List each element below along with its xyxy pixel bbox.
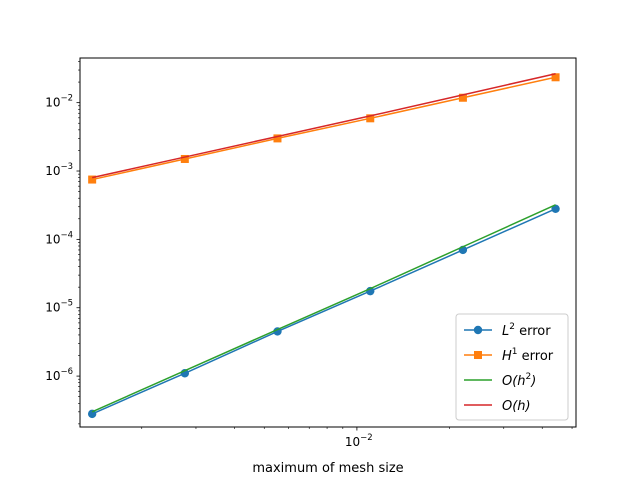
legend: L2 error H1 error O(h2) O(h) bbox=[455, 313, 569, 421]
legend-item: O(h) bbox=[464, 399, 531, 414]
series-1 bbox=[88, 73, 560, 184]
x-tick-label: 10−2 bbox=[345, 433, 373, 449]
data-point bbox=[551, 204, 560, 214]
legend-swatch-marker bbox=[474, 351, 482, 359]
data-point bbox=[88, 175, 97, 184]
x-axis-label: maximum of mesh size bbox=[252, 461, 403, 476]
legend-label: O(h2) bbox=[502, 372, 536, 389]
legend-label: L2 error bbox=[502, 322, 551, 339]
series-line bbox=[91, 204, 556, 413]
y-tick-label: 10−3 bbox=[45, 162, 73, 178]
legend-item: O(h2) bbox=[464, 372, 536, 389]
legend-item: H1 error bbox=[464, 347, 554, 364]
legend-box bbox=[455, 313, 569, 421]
y-tick-label: 10−4 bbox=[45, 230, 73, 246]
data-point bbox=[551, 73, 560, 82]
data-point bbox=[458, 93, 467, 102]
y-tick-label: 10−5 bbox=[45, 299, 73, 315]
y-tick-label: 10−6 bbox=[45, 367, 73, 383]
series-layer bbox=[87, 72, 560, 419]
data-point bbox=[273, 134, 282, 143]
data-point bbox=[180, 154, 189, 163]
y-tick-label: 10−2 bbox=[45, 94, 73, 110]
axes-layer: 10−6 10−5 10−4 10−3 10−2 10−2 bbox=[45, 61, 573, 449]
series-line bbox=[91, 72, 556, 179]
data-point bbox=[366, 114, 375, 123]
legend-swatch-marker bbox=[473, 325, 483, 335]
legend-label: O(h) bbox=[502, 399, 531, 414]
legend-label: H1 error bbox=[502, 347, 554, 364]
series-3 bbox=[91, 72, 556, 179]
legend-item: L2 error bbox=[464, 322, 551, 339]
series-line bbox=[91, 76, 556, 181]
data-point bbox=[87, 409, 97, 419]
plot-frame bbox=[79, 57, 577, 428]
series-2 bbox=[91, 204, 556, 413]
series-line bbox=[91, 208, 556, 415]
